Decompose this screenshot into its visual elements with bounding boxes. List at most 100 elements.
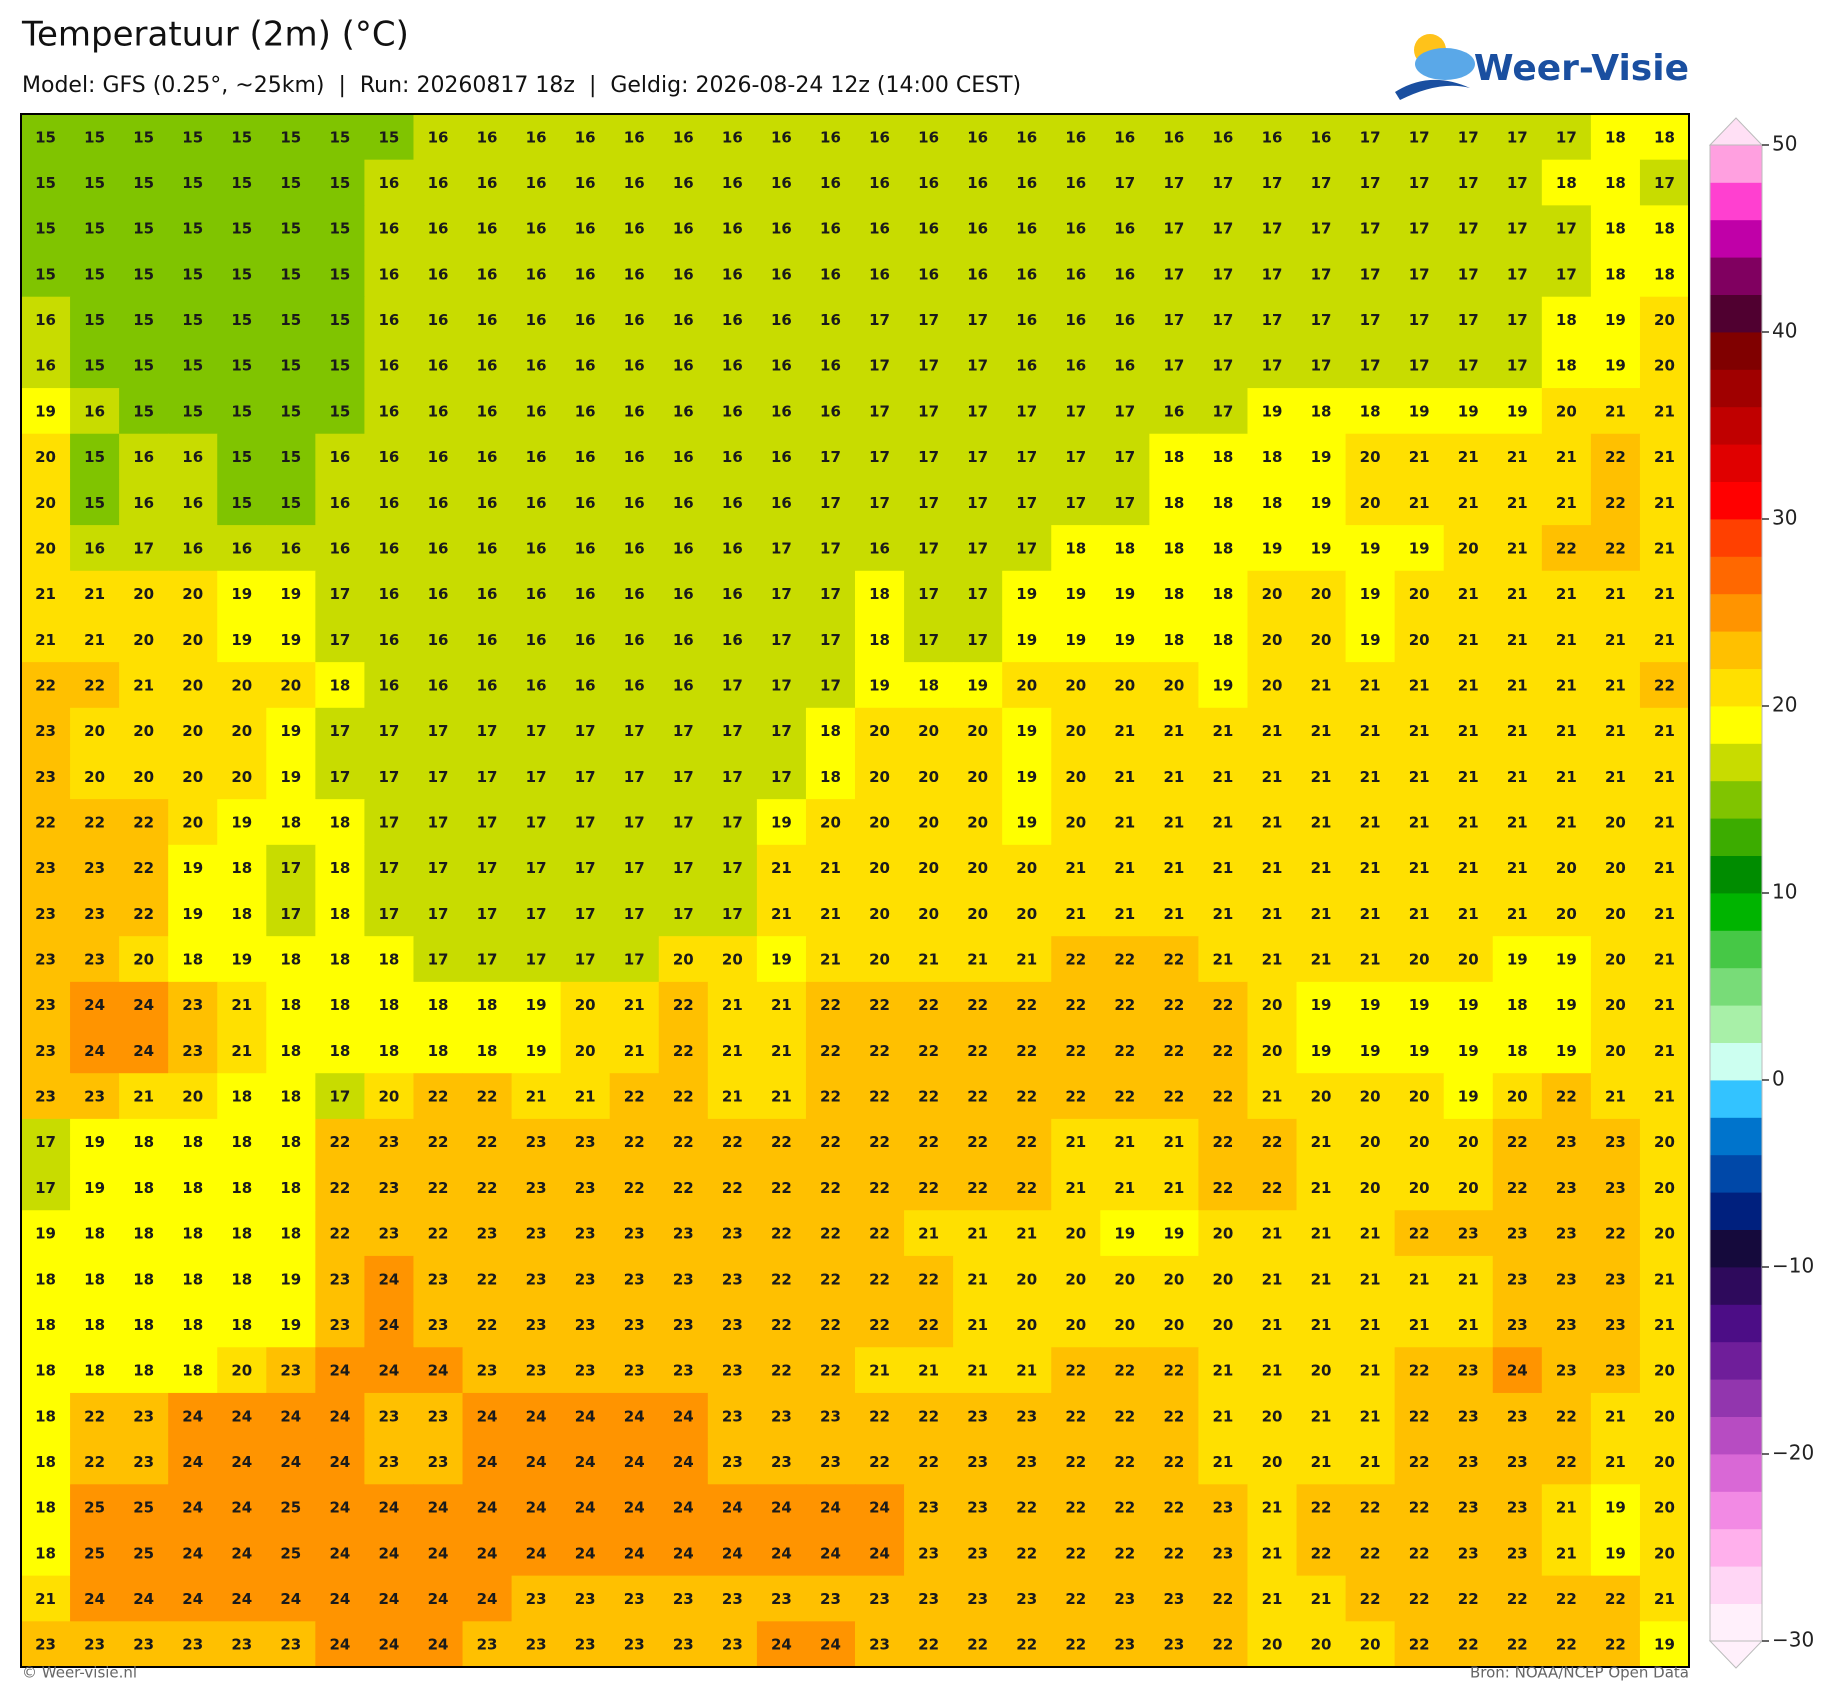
temp-cell	[70, 616, 120, 663]
temp-cell	[707, 844, 758, 891]
temp-label: 24	[624, 1544, 645, 1562]
temp-label: 23	[84, 1088, 105, 1106]
temp-cell	[855, 296, 905, 343]
temp-label: 19	[1458, 402, 1479, 420]
temp-label: 22	[133, 905, 154, 923]
temp-label: 19	[1311, 448, 1332, 466]
temp-cell	[462, 981, 513, 1029]
temp-label: 20	[1262, 1042, 1283, 1060]
temp-cell	[1100, 114, 1150, 161]
temp-label: 19	[1605, 311, 1626, 329]
temp-label: 22	[1458, 1636, 1479, 1654]
temp-cell	[855, 251, 905, 298]
temp-label: 23	[1016, 1590, 1037, 1608]
temp-cell	[855, 1575, 905, 1622]
temp-label: 17	[967, 448, 988, 466]
temp-cell	[855, 1118, 905, 1166]
temp-cell	[1296, 342, 1347, 389]
temp-label: 20	[1409, 1088, 1430, 1106]
temp-cell	[1051, 1301, 1101, 1348]
temp-label: 16	[526, 265, 547, 283]
temp-label: 21	[1605, 585, 1626, 603]
temp-cell	[707, 479, 758, 526]
temp-cell	[1198, 1484, 1248, 1531]
temp-label: 18	[1114, 539, 1135, 557]
temp-cell	[1541, 1301, 1592, 1348]
temp-cell	[1639, 570, 1690, 617]
colorbar-band	[1710, 1528, 1762, 1567]
temp-cell	[1394, 1164, 1445, 1211]
temp-cell	[1051, 570, 1101, 617]
temp-label: 24	[673, 1544, 694, 1562]
temp-label: 20	[1114, 1270, 1135, 1288]
temp-cell	[609, 1301, 660, 1348]
temp-cell	[21, 1073, 71, 1120]
temp-label: 17	[1507, 174, 1528, 192]
temp-cell	[1394, 1027, 1445, 1074]
temp-label: 16	[722, 220, 743, 238]
temp-cell	[70, 1301, 120, 1348]
temp-label: 17	[771, 768, 792, 786]
temp-cell	[1492, 296, 1543, 343]
temp-cell	[70, 1484, 120, 1531]
temp-cell	[364, 1301, 414, 1348]
temp-label: 17	[35, 1133, 56, 1151]
temp-label: 16	[673, 539, 694, 557]
temp-label: 21	[1458, 494, 1479, 512]
temp-label: 22	[1605, 448, 1626, 466]
temp-label: 20	[1556, 859, 1577, 877]
temp-cell	[1002, 342, 1052, 389]
temp-label: 18	[35, 1544, 56, 1562]
temp-cell	[168, 662, 218, 709]
temp-label: 20	[1163, 1270, 1184, 1288]
temp-cell	[1394, 114, 1445, 161]
temp-label: 17	[771, 631, 792, 649]
temp-label: 22	[820, 1042, 841, 1060]
temp-label: 22	[428, 1088, 449, 1106]
temp-cell	[119, 1210, 169, 1257]
colorbar-band	[1710, 1379, 1762, 1417]
temp-cell	[1100, 342, 1150, 389]
temp-label: 20	[722, 951, 743, 969]
temp-cell	[1443, 296, 1494, 343]
temp-label: 16	[379, 265, 400, 283]
temp-cell	[70, 1255, 120, 1303]
temp-label: 20	[575, 1042, 596, 1060]
temp-label: 17	[771, 585, 792, 603]
temp-cell	[21, 342, 71, 389]
temp-cell	[1002, 205, 1052, 252]
temp-cell	[658, 388, 709, 435]
temp-cell	[1345, 479, 1396, 526]
temp-label: 24	[477, 1453, 498, 1471]
temp-cell	[1198, 1118, 1248, 1166]
temp-cell	[119, 844, 169, 891]
temp-cell	[1443, 1073, 1494, 1120]
temp-cell	[1198, 1392, 1248, 1440]
colorbar-band	[1710, 1566, 1762, 1604]
temp-label: 20	[918, 768, 939, 786]
temp-label: 16	[624, 265, 645, 283]
temp-label: 23	[575, 1362, 596, 1380]
temp-cell	[168, 433, 218, 480]
temp-label: 17	[820, 676, 841, 694]
temp-label: 20	[231, 676, 252, 694]
temp-cell	[1541, 1529, 1592, 1577]
temp-cell	[1149, 936, 1199, 983]
temp-label: 19	[1458, 1088, 1479, 1106]
temp-cell	[315, 1529, 365, 1577]
temp-cell	[805, 296, 856, 343]
temp-label: 18	[231, 905, 252, 923]
temp-cell	[1100, 1621, 1150, 1668]
temp-label: 22	[1409, 1499, 1430, 1517]
temp-cell	[855, 1301, 905, 1348]
temp-cell	[266, 1529, 316, 1577]
temp-label: 17	[1163, 174, 1184, 192]
temp-label: 21	[1213, 859, 1234, 877]
temp-label: 16	[379, 402, 400, 420]
temp-cell	[168, 844, 218, 891]
temp-label: 15	[35, 265, 56, 283]
temp-cell	[658, 707, 709, 754]
temp-label: 20	[1114, 1316, 1135, 1334]
temp-cell	[1394, 707, 1445, 754]
temp-cell	[1541, 890, 1592, 937]
